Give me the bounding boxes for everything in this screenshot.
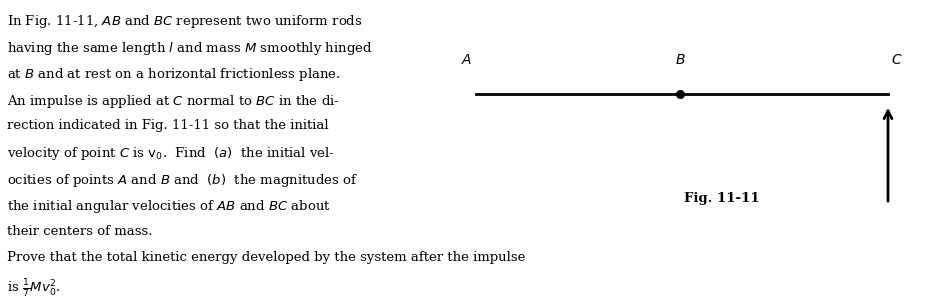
Text: Prove that the total kinetic energy developed by the system after the impulse: Prove that the total kinetic energy deve… (7, 251, 525, 264)
Text: their centers of mass.: their centers of mass. (7, 225, 153, 238)
Text: In Fig. 11-11, $AB$ and $BC$ represent two uniform rods: In Fig. 11-11, $AB$ and $BC$ represent t… (7, 14, 363, 31)
Text: $C$: $C$ (891, 53, 903, 68)
Text: $A$: $A$ (462, 53, 473, 68)
Text: is $\frac{1}{7}Mv_0^2$.: is $\frac{1}{7}Mv_0^2$. (7, 278, 61, 300)
Text: Fig. 11-11: Fig. 11-11 (684, 192, 759, 205)
Text: velocity of point $C$ is $\mathrm{v}_0$.  Find  $(a)$  the initial vel-: velocity of point $C$ is $\mathrm{v}_0$.… (7, 146, 335, 163)
Text: at $B$ and at rest on a horizontal frictionless plane.: at $B$ and at rest on a horizontal frict… (7, 66, 341, 83)
Text: rection indicated in Fig. 11-11 so that the initial: rection indicated in Fig. 11-11 so that … (7, 119, 329, 132)
Text: ocities of points $A$ and $B$ and  $(b)$  the magnitudes of: ocities of points $A$ and $B$ and $(b)$ … (7, 172, 359, 189)
Text: the initial angular velocities of $AB$ and $BC$ about: the initial angular velocities of $AB$ a… (7, 198, 331, 215)
Text: An impulse is applied at $C$ normal to $BC$ in the di-: An impulse is applied at $C$ normal to $… (7, 93, 340, 110)
Text: $B$: $B$ (674, 53, 685, 68)
Text: having the same length $l$ and mass $M$ smoothly hinged: having the same length $l$ and mass $M$ … (7, 40, 373, 57)
